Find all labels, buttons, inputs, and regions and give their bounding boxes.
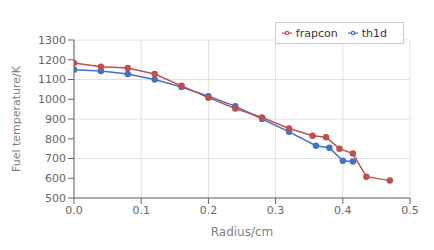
svg-text:0.0: 0.0 — [65, 204, 83, 217]
svg-text:0.4: 0.4 — [334, 204, 352, 217]
svg-text:0.1: 0.1 — [132, 204, 150, 217]
html-text:th1d: th1d — [361, 27, 387, 40]
svg-text:0.3: 0.3 — [267, 204, 285, 217]
svg-text:800: 800 — [45, 133, 66, 146]
svg-text:0.2: 0.2 — [200, 204, 218, 217]
svg-text:700: 700 — [45, 152, 66, 165]
svg-text:1000: 1000 — [38, 93, 66, 106]
svg-text:1300: 1300 — [38, 34, 66, 47]
html-text:frapcon: frapcon — [295, 27, 338, 40]
svg-text:1100: 1100 — [38, 73, 66, 86]
svg-text:Fuel temperature/K: Fuel temperature/K — [10, 65, 23, 172]
svg-text:1200: 1200 — [38, 54, 66, 67]
svg-text:600: 600 — [45, 172, 66, 185]
svg-text:900: 900 — [45, 113, 66, 126]
svg-text:500: 500 — [45, 192, 66, 205]
svg-text:0.5: 0.5 — [401, 204, 419, 217]
svg-text:Radius/cm: Radius/cm — [211, 225, 274, 239]
